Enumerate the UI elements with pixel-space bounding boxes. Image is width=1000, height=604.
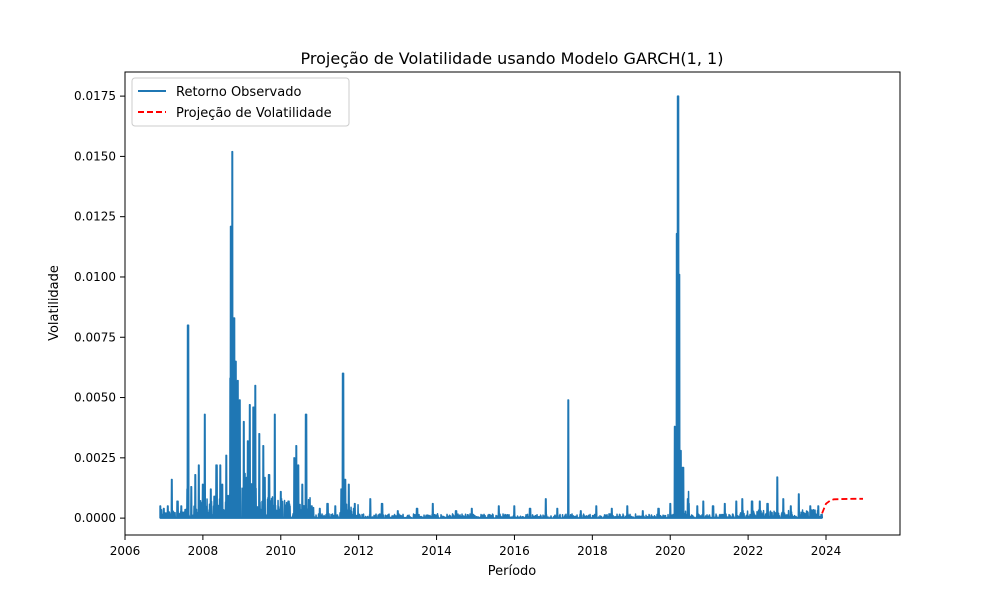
series-layer bbox=[159, 95, 863, 519]
y-axis-label: Volatilidade bbox=[47, 265, 62, 341]
x-axis-label: Período bbox=[488, 564, 537, 579]
x-tick-label: 2022 bbox=[733, 544, 764, 558]
plot-area: 2006 2008 2010 2012 2014 2016 2018 2020 2022 2024… bbox=[74, 71, 901, 558]
legend-label-observed: Retorno Observado bbox=[176, 85, 301, 100]
x-tick-label: 2024 bbox=[811, 544, 842, 558]
y-tick-label: 0.0150 bbox=[74, 149, 116, 163]
x-tick-label: 2020 bbox=[655, 544, 686, 558]
y-tick-label: 0.0075 bbox=[74, 330, 116, 344]
x-tick-label: 2014 bbox=[421, 544, 452, 558]
y-axis-ticks: 0.0000 0.0025 0.0050 0.0075 0.0100 0.0125 0.01… bbox=[74, 89, 125, 525]
axes-frame bbox=[124, 71, 901, 536]
y-tick-label: 0.0025 bbox=[74, 451, 116, 465]
y-tick-label: 0.0175 bbox=[74, 89, 116, 103]
x-tick-label: 2012 bbox=[343, 544, 374, 558]
x-tick-label: 2006 bbox=[110, 544, 141, 558]
x-axis-ticks: 2006 2008 2010 2012 2014 2016 2018 2020 2022 2024 bbox=[110, 535, 842, 558]
y-tick-label: 0.0050 bbox=[74, 391, 116, 405]
x-tick-label: 2010 bbox=[266, 544, 297, 558]
y-tick-label: 0.0000 bbox=[74, 511, 116, 525]
x-tick-label: 2008 bbox=[188, 544, 219, 558]
legend: Retorno Observado Projeção de Volatilida… bbox=[131, 77, 350, 127]
y-tick-label: 0.0125 bbox=[74, 210, 116, 224]
x-tick-label: 2016 bbox=[499, 544, 530, 558]
series-projection-line bbox=[821, 497, 863, 514]
chart-title: Projeção de Volatilidade usando Modelo G… bbox=[301, 49, 724, 68]
x-tick-label: 2018 bbox=[577, 544, 608, 558]
y-tick-label: 0.0100 bbox=[74, 270, 116, 284]
series-observed-line bbox=[159, 95, 824, 519]
legend-box bbox=[131, 77, 350, 127]
legend-label-projection: Projeção de Volatilidade bbox=[176, 106, 332, 121]
